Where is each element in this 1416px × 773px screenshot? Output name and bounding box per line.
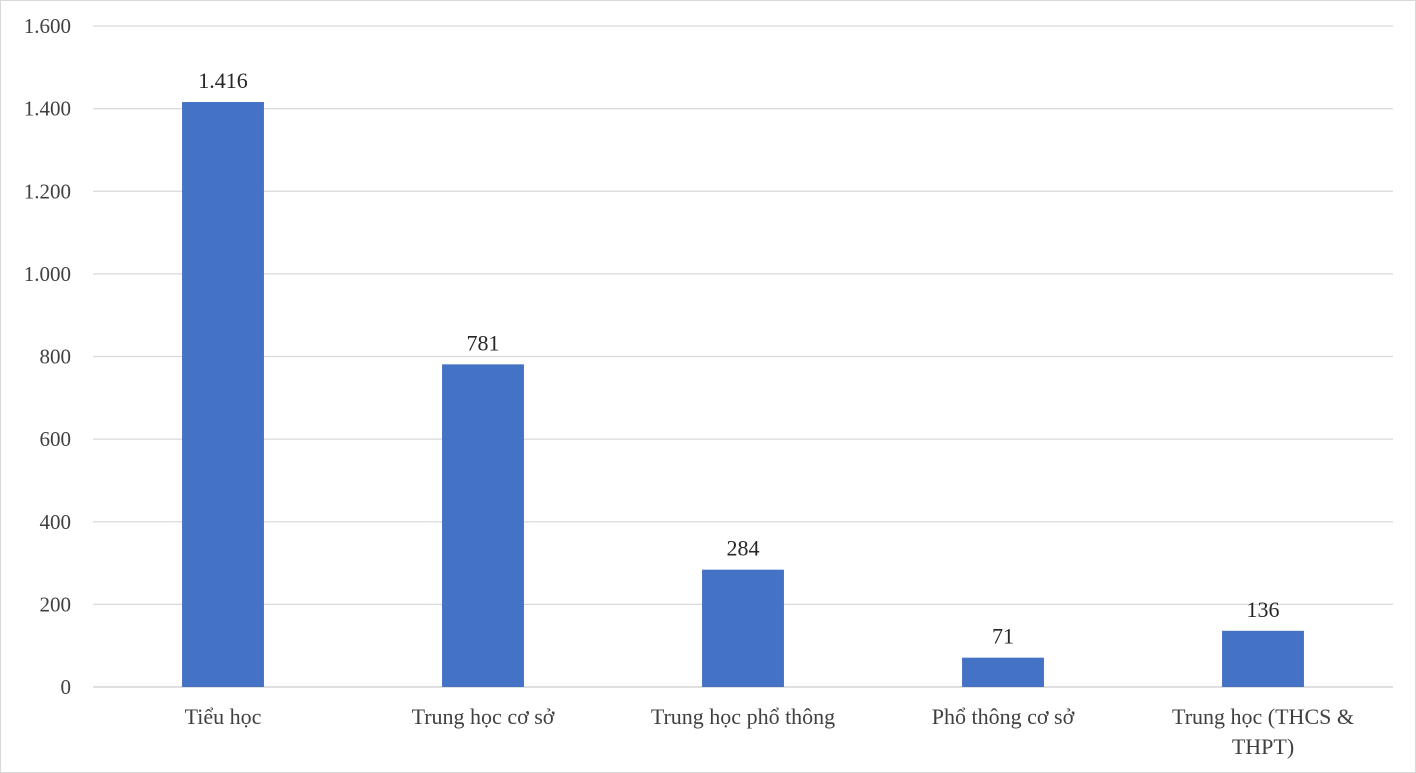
- bar: [702, 569, 784, 687]
- y-tick-label: 1.600: [24, 14, 71, 38]
- y-tick-label: 200: [40, 592, 72, 616]
- category-label: THPT): [1232, 734, 1294, 759]
- y-tick-label: 600: [40, 427, 72, 451]
- y-axis-ticks: 0 200 400 600 800 1.000 1.200 1.400 1.600: [24, 14, 71, 699]
- bar: [442, 364, 524, 687]
- data-label: 284: [727, 536, 760, 561]
- data-labels: 1.416 781 284 71 136: [198, 68, 1279, 649]
- data-label: 136: [1247, 597, 1280, 622]
- category-label: Phổ thông cơ sở: [932, 704, 1075, 729]
- bar: [962, 657, 1044, 687]
- category-label: Trung học cơ sở: [412, 704, 555, 729]
- data-label: 1.416: [198, 68, 248, 93]
- y-tick-label: 400: [40, 510, 72, 534]
- category-label: Trung học phổ thông: [651, 704, 835, 729]
- y-tick-label: 800: [40, 345, 72, 369]
- bar: [182, 102, 264, 687]
- x-axis-categories: Tiểu học Trung học cơ sở Trung học phổ thô…: [185, 704, 1354, 759]
- data-label: 71: [992, 624, 1014, 649]
- category-label: Tiểu học: [185, 704, 262, 729]
- category-label: Trung học (THCS &: [1172, 704, 1354, 729]
- y-tick-label: 0: [61, 675, 72, 699]
- y-tick-label: 1.200: [24, 179, 71, 203]
- y-tick-label: 1.400: [24, 97, 71, 121]
- bar: [1222, 630, 1304, 687]
- gridlines: [93, 25, 1393, 688]
- data-label: 781: [467, 330, 500, 355]
- bars: [182, 102, 1304, 687]
- y-tick-label: 1.000: [24, 262, 71, 286]
